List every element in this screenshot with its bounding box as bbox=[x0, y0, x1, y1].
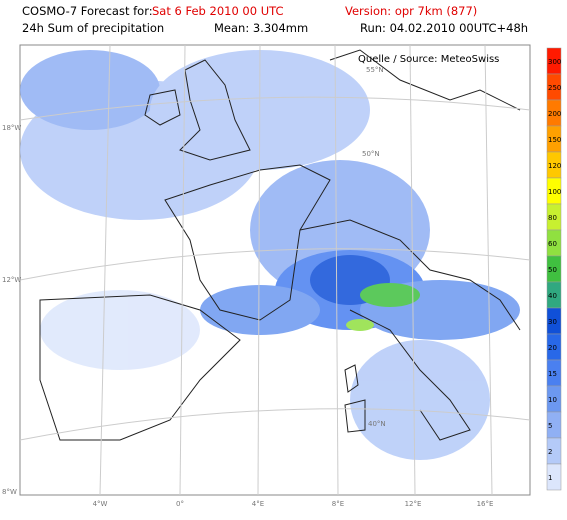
version: Version: opr 7km (877) bbox=[345, 4, 478, 18]
forecast-label: COSMO-7 Forecast for: bbox=[22, 4, 153, 18]
coordinate-labels: 4°W 0° 4°E 8°E 12°E 16°E 18°W 12°W 8°W 55°N 50°N 40… bbox=[2, 66, 493, 508]
legend-label: 1 bbox=[548, 474, 552, 482]
mean: Mean: 3.304mm bbox=[214, 21, 309, 35]
lat-label: 55°N bbox=[366, 66, 384, 74]
product: 24h Sum of precipitation bbox=[22, 21, 165, 35]
lat-label: 50°N bbox=[362, 150, 380, 158]
lon-label: 16°E bbox=[477, 500, 494, 508]
legend-label: 50 bbox=[548, 266, 557, 274]
legend-label: 15 bbox=[548, 370, 557, 378]
lon-label: 8°E bbox=[332, 500, 344, 508]
legend-label: 40 bbox=[548, 292, 557, 300]
legend-label: 250 bbox=[548, 84, 561, 92]
legend-label: 20 bbox=[548, 344, 557, 352]
coastlines bbox=[39, 49, 521, 441]
legend-label: 5 bbox=[548, 422, 552, 430]
legend: 300 250 200 150 120 100 80 60 50 40 30 20 15 10 5 2 1 bbox=[546, 47, 562, 491]
lon-label: 12°E bbox=[405, 500, 422, 508]
lon-label: 0° bbox=[176, 500, 184, 508]
run: Run: 04.02.2010 00UTC+48h bbox=[360, 21, 529, 35]
map-area: Quelle / Source: MeteoSwiss bbox=[19, 44, 531, 496]
legend-label: 100 bbox=[548, 188, 561, 196]
graticule bbox=[19, 44, 531, 496]
legend-label: 120 bbox=[548, 162, 561, 170]
legend-label: 10 bbox=[548, 396, 557, 404]
side-label: 8°W bbox=[2, 488, 17, 496]
legend-label: 300 bbox=[548, 58, 561, 66]
legend-label: 200 bbox=[548, 110, 561, 118]
legend-swatch bbox=[546, 463, 562, 491]
lat-label: 40°N bbox=[368, 420, 386, 428]
legend-label: 80 bbox=[548, 214, 557, 222]
legend-label: 150 bbox=[548, 136, 561, 144]
lon-label: 4°E bbox=[252, 500, 264, 508]
source: Quelle / Source: MeteoSwiss bbox=[358, 54, 499, 65]
forecast-date: Sat 6 Feb 2010 00 UTC bbox=[152, 4, 284, 18]
side-label: 18°W bbox=[2, 124, 21, 132]
legend-label: 2 bbox=[548, 448, 552, 456]
legend-label: 60 bbox=[548, 240, 557, 248]
legend-label: 30 bbox=[548, 318, 557, 326]
lon-label: 4°W bbox=[93, 500, 108, 508]
side-label: 12°W bbox=[2, 276, 21, 284]
precip-field bbox=[20, 50, 520, 460]
